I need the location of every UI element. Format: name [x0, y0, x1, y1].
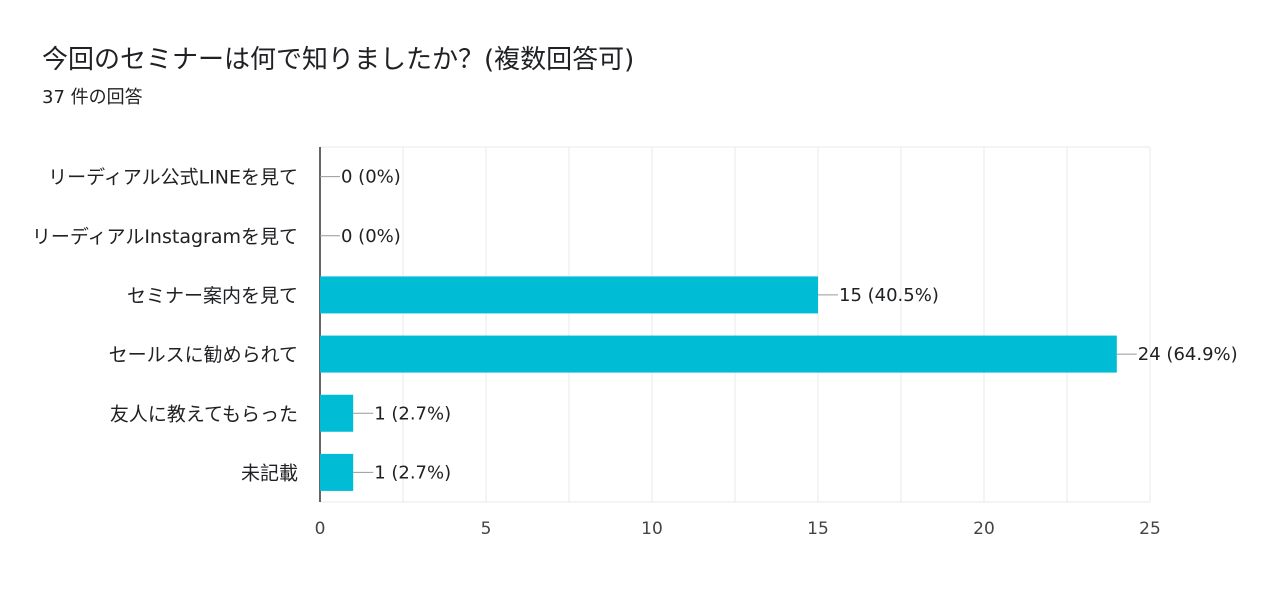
- category-label: セミナー案内を見て: [127, 285, 298, 307]
- bar: [320, 453, 354, 491]
- x-tick-label: 0: [315, 519, 326, 539]
- x-tick-label: 25: [1139, 519, 1161, 539]
- bar: [320, 276, 818, 314]
- data-label: 1 (2.7%): [374, 403, 451, 424]
- x-tick-label: 15: [807, 519, 829, 539]
- x-tick-label: 20: [973, 519, 995, 539]
- category-label: 友人に教えてもらった: [110, 403, 298, 425]
- category-label: セールスに勧められて: [109, 344, 298, 366]
- gridlines: [319, 146, 1151, 503]
- response-count: 37 件の回答: [42, 87, 143, 108]
- data-label: 0 (0%): [341, 167, 401, 188]
- bar: [320, 394, 354, 432]
- labels: 0 5 10 15 20 25 0 (0%) リーディアル公式LINEを見て 0 (0%) リーデ…: [32, 167, 1238, 539]
- x-tick-label: 5: [481, 519, 492, 539]
- category-label: リーディアル公式LINEを見て: [48, 167, 298, 189]
- category-label: 未記載: [241, 462, 298, 484]
- bars: [320, 276, 1117, 491]
- chart-title: 今回のセミナーは何で知りましたか？(複数回答可): [42, 45, 635, 75]
- bar: [320, 335, 1117, 373]
- data-label: 0 (0%): [341, 226, 401, 247]
- x-tick-label: 10: [641, 519, 663, 539]
- data-label: 1 (2.7%): [374, 462, 451, 483]
- data-label: 24 (64.9%): [1138, 344, 1238, 365]
- category-label: リーディアルInstagramを見て: [32, 226, 298, 248]
- data-label: 15 (40.5%): [839, 285, 939, 306]
